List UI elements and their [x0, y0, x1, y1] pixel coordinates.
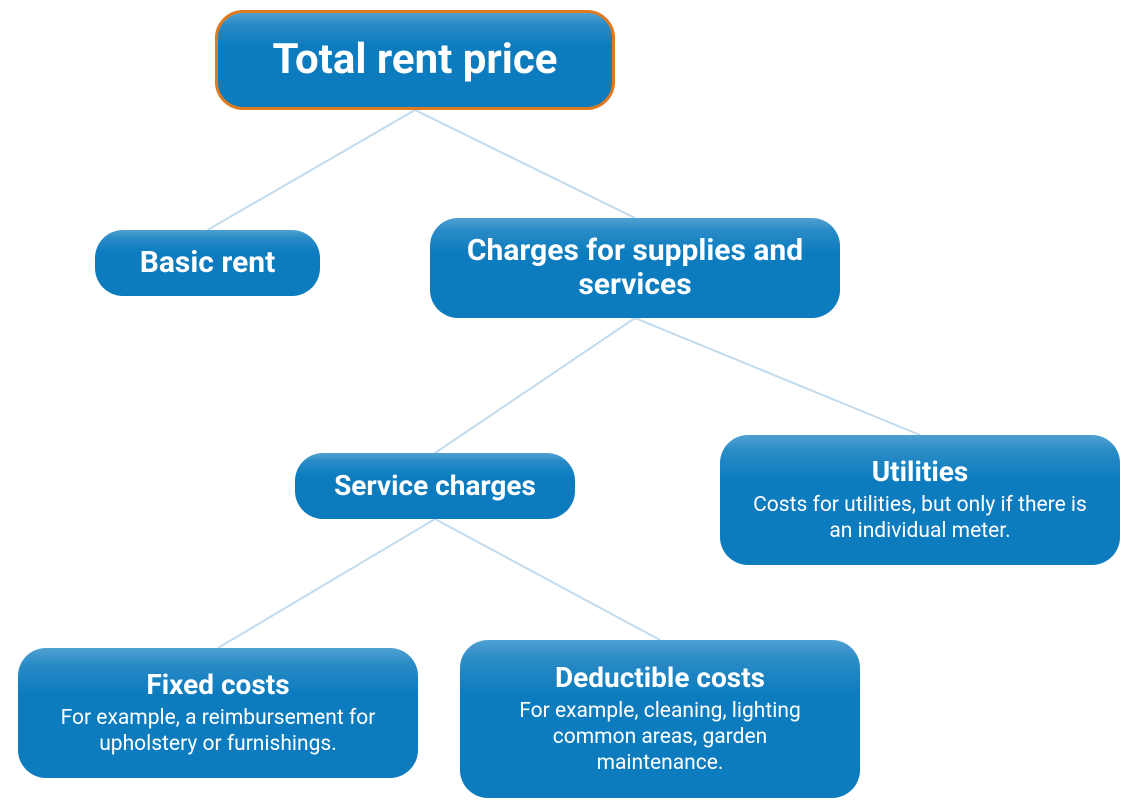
edge-supplies-utilities — [635, 318, 920, 435]
node-title: Basic rent — [140, 246, 276, 281]
node-title: Deductible costs — [555, 662, 765, 694]
node-title: Charges for supplies and services — [460, 234, 810, 303]
edge-root-supplies — [415, 110, 635, 218]
node-service: Service charges — [295, 453, 575, 519]
node-title: Fixed costs — [146, 669, 289, 701]
node-subtitle: Costs for utilities, but only if there i… — [750, 492, 1090, 545]
edge-root-basic — [208, 110, 416, 230]
node-deductible: Deductible costs For example, cleaning, l… — [460, 640, 860, 798]
edge-service-fixed — [218, 519, 435, 648]
node-root: Total rent price — [215, 10, 615, 110]
node-subtitle: For example, a reimbursement for upholst… — [48, 705, 388, 758]
node-fixed: Fixed costs For example, a reimbursement … — [18, 648, 418, 778]
edge-supplies-service — [435, 318, 635, 453]
node-subtitle: For example, cleaning, lighting common a… — [490, 698, 830, 777]
diagram-canvas: Total rent price Basic rent Charges for su… — [0, 0, 1140, 808]
node-utilities: Utilities Costs for utilities, but only i… — [720, 435, 1120, 565]
edge-service-deductible — [435, 519, 660, 640]
node-title: Total rent price — [273, 36, 558, 84]
node-basic: Basic rent — [95, 230, 320, 296]
node-supplies: Charges for supplies and services — [430, 218, 840, 318]
node-title: Utilities — [872, 456, 969, 488]
node-title: Service charges — [334, 470, 536, 502]
